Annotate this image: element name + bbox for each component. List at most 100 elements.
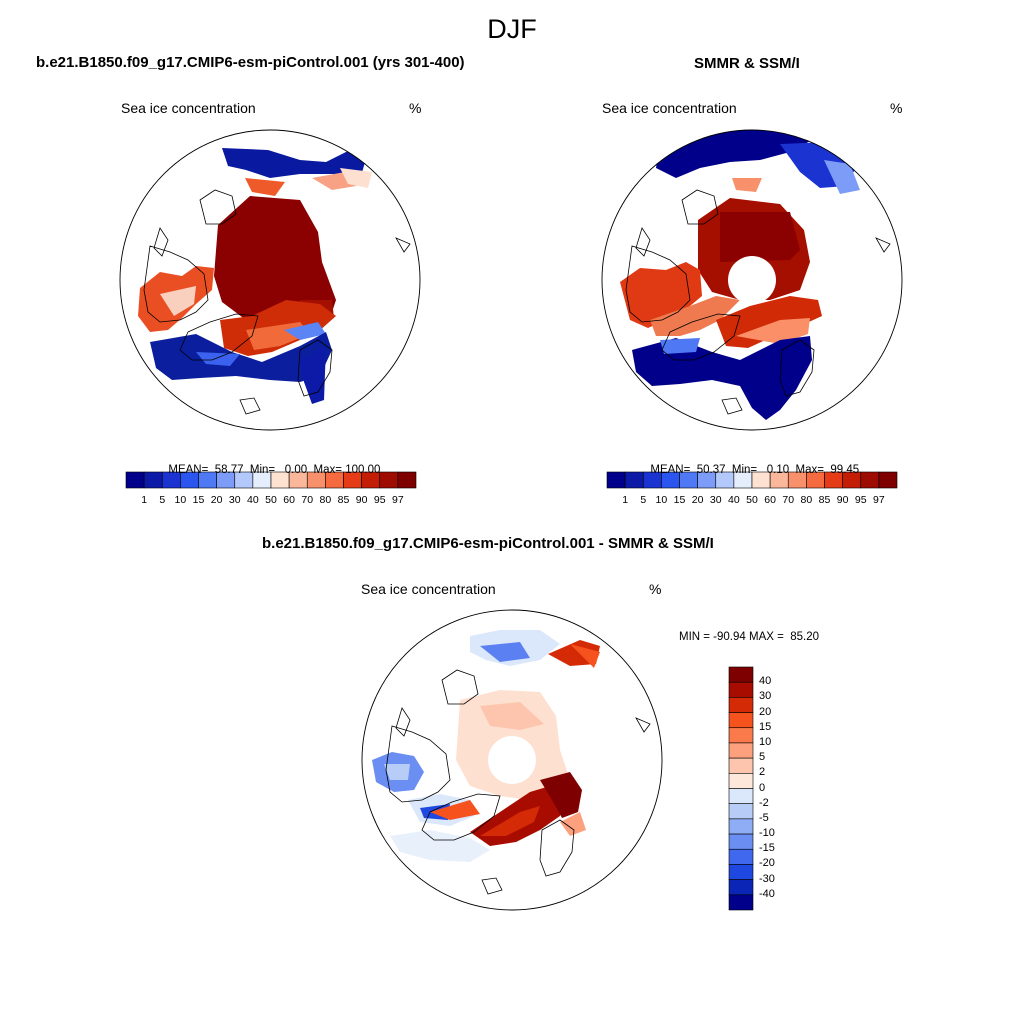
- obs-map-boundary: [601, 129, 903, 431]
- colorbar-model-tick-label: 15: [192, 494, 205, 506]
- colorbar-obs-tick-label: 85: [818, 494, 831, 506]
- colorbar-model-tick-label: 1: [141, 494, 148, 506]
- colorbar-model-tick-label: 5: [159, 494, 166, 506]
- colorbar-diff-swatch: [728, 697, 754, 713]
- colorbar-model-swatch: [397, 471, 417, 489]
- colorbar-diff-swatch: [728, 864, 754, 880]
- colorbar-obs-swatch: [606, 471, 626, 489]
- panel-model-title: b.e21.B1850.f09_g17.CMIP6-esm-piControl.…: [36, 54, 465, 71]
- colorbar-obs-tick-label: 97: [873, 494, 885, 506]
- diff-map-boundary: [361, 609, 663, 911]
- colorbar-diff-swatch: [728, 788, 754, 804]
- obs-arctic-pack: [698, 198, 810, 300]
- colorbar-obs-tick-label: 70: [782, 494, 795, 506]
- colorbar-obs-tick-label: 90: [836, 494, 849, 506]
- colorbar-obs-tick-label: 80: [800, 494, 813, 506]
- panel-diff-units: %: [649, 581, 662, 597]
- colorbar-diff-tick-label: 20: [759, 705, 772, 718]
- colorbar-diff-tick-label: -5: [759, 811, 769, 824]
- colorbar-diff-tick-label: 10: [759, 735, 772, 748]
- colorbar-model-tick-label: 97: [392, 494, 404, 506]
- colorbar-model-tick-label: 95: [373, 494, 386, 506]
- colorbar-obs-tick-label: 20: [691, 494, 704, 506]
- model-stats: MEAN= 58.77 Min= 0.00 Max= 100.00: [168, 464, 381, 476]
- colorbar-obs-swatch: [878, 471, 898, 489]
- colorbar-diff-swatch: [728, 712, 754, 729]
- panel-diff-variable: Sea ice concentration: [361, 581, 496, 597]
- colorbar-diff-tick-label: 5: [759, 751, 766, 764]
- diff-pacific-negative: [470, 630, 560, 666]
- colorbar-obs-tick-label: 5: [640, 494, 647, 506]
- colorbar-model-tick-label: 40: [247, 494, 259, 506]
- colorbar-obs-tick-label: 15: [673, 494, 686, 506]
- panel-diff-title: b.e21.B1850.f09_g17.CMIP6-esm-piControl.…: [262, 535, 714, 552]
- panel-obs-units: %: [890, 100, 903, 116]
- obs-atlantic-blue: [632, 336, 812, 420]
- model-map-boundary: [119, 129, 421, 431]
- colorbar-obs-tick-label: 10: [655, 494, 668, 506]
- colorbar-diff-swatch: [728, 848, 754, 865]
- model-arctic-pack: [214, 196, 336, 322]
- panel-model-variable: Sea ice concentration: [121, 100, 256, 116]
- colorbar-obs-tick-label: 95: [854, 494, 867, 506]
- colorbar-diff-swatch: [728, 894, 754, 911]
- model-coastlines: [143, 189, 411, 415]
- colorbar-model-tick-label: 70: [301, 494, 314, 506]
- colorbar-diff-swatch: [728, 742, 754, 759]
- colorbar-diff-tick-label: 0: [759, 781, 766, 794]
- colorbar-model-swatch: [125, 471, 145, 489]
- model-atlantic-blue: [150, 332, 332, 382]
- colorbar-diff-tick-label: -2: [759, 796, 769, 809]
- diff-atlantic-positive: [470, 786, 566, 846]
- colorbar-diff-swatch: [728, 666, 754, 683]
- colorbar-model-tick-label: 20: [210, 494, 223, 506]
- model-field: [138, 148, 372, 404]
- obs-coastlines: [625, 189, 891, 415]
- colorbar-diff-swatch: [728, 727, 754, 744]
- diff-minmax-text: MIN = -90.94 MAX = 85.20: [679, 631, 819, 643]
- colorbar-model-tick-label: 85: [337, 494, 350, 506]
- colorbar-diff-tick-label: 30: [759, 690, 772, 703]
- panel-obs-title: SMMR & SSM/I: [694, 55, 800, 72]
- colorbar-obs-swatch: [624, 471, 644, 489]
- colorbar-diff-swatch: [728, 773, 754, 789]
- obs-stats: MEAN= 50.37 Min= 0.10 Max= 99.45: [650, 464, 860, 476]
- colorbar-obs-tick-label: 40: [728, 494, 740, 506]
- panel-model-units: %: [409, 100, 422, 116]
- colorbar-obs-tick-label: 50: [746, 494, 758, 506]
- colorbar-obs-tick-label: 60: [764, 494, 776, 506]
- colorbar-model-tick-label: 80: [319, 494, 332, 506]
- colorbar-diff-swatch: [728, 879, 754, 896]
- colorbar-obs-swatch: [860, 471, 880, 489]
- colorbar-diff-tick-label: -10: [759, 827, 775, 840]
- colorbar-diff-swatch: [728, 803, 754, 820]
- colorbar-diff-swatch: [728, 833, 754, 850]
- colorbar-model-tick-label: 90: [355, 494, 368, 506]
- diff-coastlines: [385, 669, 651, 895]
- colorbar-diff: [728, 666, 754, 911]
- colorbar-diff-tick-label: 40: [759, 675, 772, 688]
- colorbar-diff-tick-label: 2: [759, 766, 766, 779]
- colorbar-obs-tick-label: 1: [622, 494, 629, 506]
- obs-field: [620, 130, 860, 420]
- colorbar-diff-swatch: [728, 818, 754, 835]
- colorbar-diff-tick-label: -15: [759, 842, 775, 855]
- colorbar-diff-swatch: [728, 757, 754, 774]
- colorbar-model-tick-label: 30: [228, 494, 241, 506]
- diff-field: [372, 630, 600, 862]
- obs-pacific-blue: [656, 130, 812, 178]
- colorbar-diff-tick-label: 15: [759, 720, 772, 733]
- colorbar-diff-tick-label: -40: [759, 887, 775, 900]
- colorbar-diff-tick-label: -20: [759, 857, 775, 870]
- colorbar-obs-tick-label: 30: [709, 494, 722, 506]
- colorbar-model-tick-label: 10: [174, 494, 187, 506]
- colorbar-model-swatch: [379, 471, 399, 489]
- colorbar-diff-swatch: [728, 681, 754, 698]
- colorbar-diff-tick-label: -30: [759, 872, 775, 885]
- figure-title: DJF: [487, 14, 537, 44]
- colorbar-model-swatch: [143, 471, 163, 489]
- model-pacific-blue: [222, 148, 365, 180]
- colorbar-model-tick-label: 60: [283, 494, 295, 506]
- panel-obs-variable: Sea ice concentration: [602, 100, 737, 116]
